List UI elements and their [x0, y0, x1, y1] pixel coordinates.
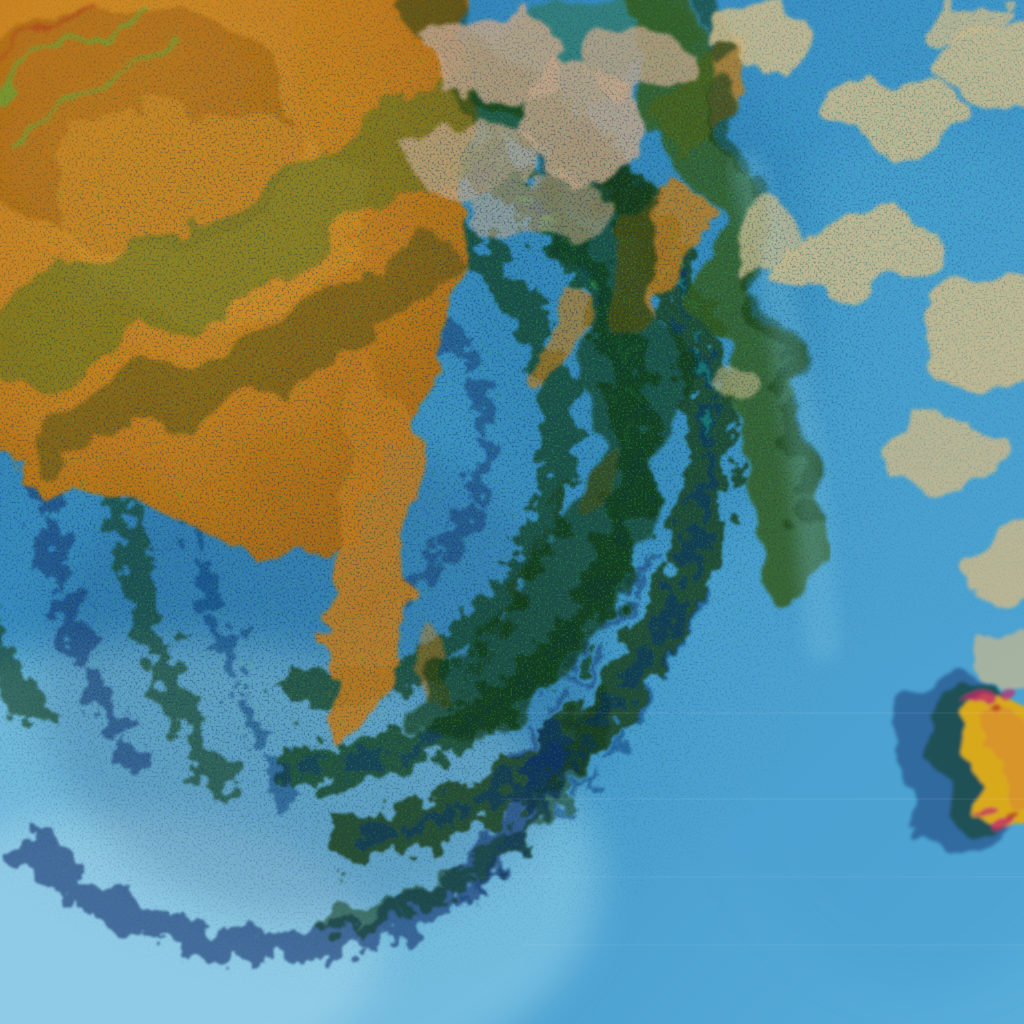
- scan-line: [500, 798, 1024, 800]
- scan-line: [480, 876, 1024, 878]
- scan-line: [520, 712, 1024, 714]
- scan-banding: [480, 712, 1024, 946]
- scan-line: [520, 944, 1024, 946]
